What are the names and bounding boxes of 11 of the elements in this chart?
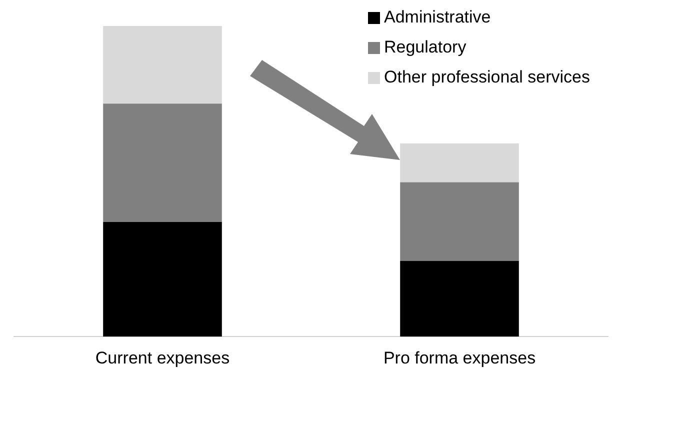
bar — [103, 26, 222, 104]
bar — [103, 104, 222, 222]
legend-label: Administrative — [384, 8, 491, 27]
legend-label: Other professional services — [384, 68, 590, 87]
bar — [400, 260, 519, 337]
bar — [400, 182, 519, 261]
x-tick-label: Current expenses — [95, 348, 230, 368]
bar — [103, 222, 222, 337]
bar — [400, 143, 519, 182]
x-tick-label: Pro forma expenses — [383, 348, 536, 368]
legend-label: Regulatory — [384, 38, 467, 57]
